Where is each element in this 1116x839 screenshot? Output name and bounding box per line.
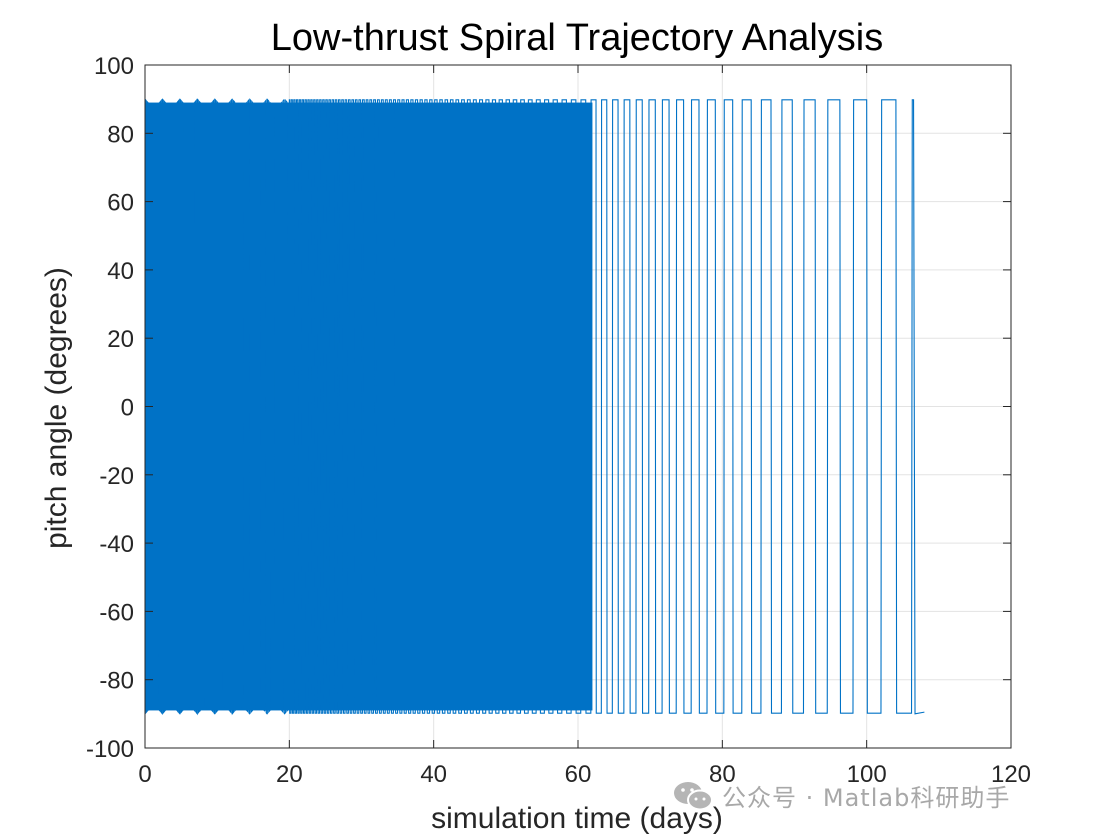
y-tick-label: 40 [107,258,134,285]
y-tick-label: 0 [121,395,134,422]
y-tick-label: 100 [94,53,134,80]
y-tick-label: 80 [107,121,134,148]
x-tick-label: 100 [847,761,887,788]
x-tick-label: 80 [709,761,736,788]
y-tick-label: -100 [86,736,134,763]
watermark-text: 公众号 · Matlab科研助手 [722,784,1011,812]
x-tick-label: 20 [276,761,303,788]
x-tick-label: 40 [420,761,447,788]
y-axis-label: pitch angle (degrees) [40,267,73,549]
y-tick-label: -60 [99,599,134,626]
data-series [144,98,925,716]
wechat-icon [674,781,713,810]
y-tick-label: 20 [107,326,134,353]
x-tick-label: 60 [565,761,592,788]
chart-title: Low-thrust Spiral Trajectory Analysis [271,17,883,59]
y-tick-label: -80 [99,668,134,695]
x-axis-label: simulation time (days) [431,802,723,835]
x-tick-label: 0 [138,761,151,788]
x-tick-label: 120 [991,761,1031,788]
y-tick-label: 60 [107,190,134,217]
watermark: 公众号 · Matlab科研助手 [672,778,1010,813]
ticks: 0 20 40 60 80 100 120 -100 -80 -60 -40 -20 0 20 40 60 80… [86,53,1031,788]
y-tick-label: -20 [99,463,134,490]
y-tick-label: -40 [99,531,134,558]
series-line [144,98,925,716]
